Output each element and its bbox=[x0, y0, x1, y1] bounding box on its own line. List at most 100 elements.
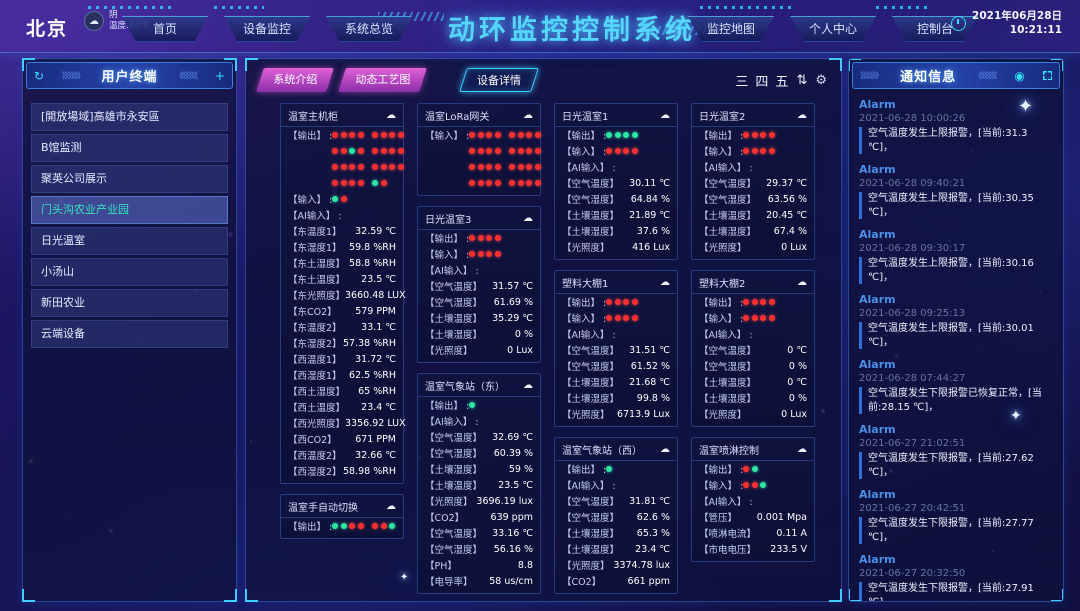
alarm-item: Alarm 2021-06-28 10:00:26 空气温度发生上限报警，[当前:3… bbox=[859, 98, 1053, 154]
status-dot bbox=[397, 164, 404, 170]
status-dot bbox=[751, 148, 758, 154]
sidebar-item[interactable]: 小汤山 bbox=[31, 258, 228, 286]
sidebar-item[interactable]: 聚英公司展示 bbox=[31, 165, 228, 193]
device-card[interactable]: 温室气象站（西） ☁ 【输出】 : 【AI输入】 : 【空气温度】 31.81 ℃ 【空气湿… bbox=[554, 437, 678, 594]
status-dot bbox=[332, 132, 338, 138]
sensor-label: 【光照度】 bbox=[562, 410, 610, 421]
cloud-icon: ☁ bbox=[660, 443, 670, 455]
device-card[interactable]: 塑料大棚1 ☁ 【输出】 : 【输入】 : 【AI输入】 : 【空气温度】 31.51 ℃ 【… bbox=[554, 270, 678, 427]
sidebar-item[interactable]: B馆监测 bbox=[31, 134, 228, 162]
sidebar-item[interactable]: 云端设备 bbox=[31, 320, 228, 348]
alarm-level: Alarm bbox=[859, 488, 896, 501]
status-dot bbox=[614, 299, 621, 305]
alarm-level: Alarm bbox=[859, 98, 896, 111]
status-dots bbox=[743, 466, 760, 472]
card-header: 温室喷淋控制 ☁ bbox=[692, 438, 814, 461]
card-row: 【空气湿度】 63.56 % bbox=[692, 191, 814, 207]
alarm-time: 2021-06-28 07:44:27 bbox=[859, 373, 966, 384]
section-label: 【AI输入】 : bbox=[562, 481, 616, 492]
card-row: 【输入】 : bbox=[692, 143, 814, 159]
card-row: 【西土湿度】 65 %RH bbox=[281, 383, 403, 399]
status-dot bbox=[486, 164, 492, 170]
card-title: 塑料大棚1 bbox=[562, 278, 609, 290]
expand-icon[interactable] bbox=[1043, 71, 1052, 80]
sidebar-item[interactable]: 新田农业 bbox=[31, 289, 228, 317]
add-terminal-icon[interactable]: + bbox=[214, 68, 225, 83]
card-row: 【AI输入】 : bbox=[555, 159, 677, 175]
sensor-label: 【市电电压】 bbox=[699, 545, 757, 556]
alarm-message: 空气温度发生上限报警，[当前:30.35 ℃]， bbox=[859, 192, 1053, 219]
card-title: 日光温室3 bbox=[425, 214, 472, 226]
device-detail-panel: 系统介绍 动态工艺图 设备详情 三四五 ⇅ ⚙ 温室主机柜 ☁ 【输出】 : 【输入】 :… bbox=[245, 58, 842, 602]
sensor-label: 【空气温度】 bbox=[562, 179, 620, 190]
status-dot bbox=[768, 299, 775, 305]
device-card[interactable]: 日光温室1 ☁ 【输出】 : 【输入】 : 【AI输入】 : 【空气温度】 30.11 ℃ 【… bbox=[554, 103, 678, 260]
gear-icon[interactable]: ⚙ bbox=[815, 72, 827, 88]
status-dot bbox=[494, 132, 501, 138]
sensor-value: 23.5 ℃ bbox=[498, 479, 533, 491]
nav-tab[interactable]: 个人中心 bbox=[790, 16, 876, 42]
status-dot bbox=[469, 164, 475, 170]
section-label: 【AI输入】 : bbox=[562, 330, 616, 341]
io-label: 【输入】 : bbox=[699, 314, 744, 325]
device-card[interactable]: 日光温室2 ☁ 【输出】 : 【输入】 : 【AI输入】 : 【空气温度】 29.37 ℃ 【… bbox=[691, 103, 815, 260]
card-row: 【空气温度】 31.81 ℃ bbox=[555, 493, 677, 509]
alarm-time: 2021-06-27 20:42:51 bbox=[859, 503, 966, 514]
card-row: 【东光照度】 3660.48 LUX bbox=[281, 287, 406, 303]
device-card[interactable]: 温室手自动切换 ☁ 【输出】 : bbox=[280, 494, 404, 539]
device-card[interactable]: 温室主机柜 ☁ 【输出】 : 【输入】 : 【AI输入】 : 【东温度1】 32.59 ℃ 【… bbox=[280, 103, 406, 484]
device-card[interactable]: 温室LoRa网关 ☁ 【输入】 : bbox=[417, 103, 541, 196]
main-tab[interactable]: 设备详情 bbox=[459, 68, 539, 92]
card-row: 【输出】 : bbox=[555, 461, 677, 477]
refresh-icon[interactable]: ↻ bbox=[34, 68, 45, 83]
status-dot bbox=[517, 164, 524, 170]
status-dot bbox=[332, 523, 338, 529]
sensor-value: 6713.9 Lux bbox=[616, 408, 670, 420]
terminal-list: [開放場域]高雄市永安區 B馆监测聚英公司展示 门头沟农业产业园 日光温室小汤山新田农… bbox=[31, 103, 228, 348]
status-dot bbox=[469, 235, 475, 241]
device-card[interactable]: 温室喷淋控制 ☁ 【输出】 : 【输入】 : 【AI输入】 : 【管压】 0.001 Mpa… bbox=[691, 437, 815, 562]
card-row: 【PH】 8.8 bbox=[418, 557, 540, 573]
nav-tab[interactable]: 首页 bbox=[122, 16, 208, 42]
nav-tab[interactable]: 监控地图 bbox=[688, 16, 774, 42]
status-dot bbox=[349, 132, 355, 138]
record-icon[interactable]: ◉ bbox=[1014, 68, 1025, 83]
card-row: 【东CO2】 579 PPM bbox=[281, 303, 403, 319]
card-row: 【输入】 : bbox=[555, 310, 677, 326]
status-dot bbox=[623, 148, 629, 154]
sort-icon[interactable]: ⇅ bbox=[796, 72, 808, 88]
status-dot bbox=[743, 299, 749, 305]
nav-tab[interactable]: 系统总览 bbox=[326, 16, 412, 42]
status-dot bbox=[743, 315, 749, 321]
device-card[interactable]: 日光温室3 ☁ 【输出】 : 【输入】 : 【AI输入】 : 【空气温度】 31.57 ℃ 【… bbox=[417, 206, 541, 363]
column-layout-icon[interactable]: 四 bbox=[755, 74, 769, 90]
status-dots bbox=[469, 148, 543, 154]
status-dot bbox=[526, 132, 532, 138]
device-card[interactable]: 塑料大棚2 ☁ 【输出】 : 【输入】 : 【AI输入】 : 【空气温度】 0 ℃ 【空气湿度… bbox=[691, 270, 815, 427]
status-dot bbox=[372, 164, 378, 170]
main-tab[interactable]: 系统介绍 bbox=[256, 68, 334, 92]
card-row: 【输出】 : bbox=[555, 127, 677, 143]
sensor-value: 57.38 %RH bbox=[343, 337, 396, 349]
sidebar-item[interactable]: 门头沟农业产业园 bbox=[31, 196, 228, 224]
status-dot bbox=[340, 148, 347, 154]
card-row: 【土壤湿度】 65.3 % bbox=[555, 525, 677, 541]
sensor-value: 60.39 % bbox=[493, 447, 533, 459]
nav-tab[interactable]: 设备监控 bbox=[224, 16, 310, 42]
card-row: 【空气湿度】 61.52 % bbox=[555, 358, 677, 374]
column-layout-icon[interactable]: 三 bbox=[735, 74, 749, 90]
status-dot bbox=[743, 148, 749, 154]
alarm-level: Alarm bbox=[859, 423, 896, 436]
sensor-label: 【空气湿度】 bbox=[425, 545, 483, 556]
sensor-value: 661 ppm bbox=[627, 575, 670, 587]
card-row: 【AI输入】 : bbox=[555, 326, 677, 342]
sensor-label: 【土壤湿度】 bbox=[562, 529, 620, 540]
sidebar-item[interactable]: 日光温室 bbox=[31, 227, 228, 255]
sensor-value: 21.68 ℃ bbox=[629, 376, 670, 388]
device-card[interactable]: 温室气象站（东） ☁ 【输出】 : 【AI输入】 : 【空气温度】 32.69 ℃ 【空气湿… bbox=[417, 373, 541, 594]
column-layout-icon[interactable]: 五 bbox=[775, 74, 789, 90]
main-tab[interactable]: 动态工艺图 bbox=[338, 68, 427, 92]
sidebar-item[interactable]: [開放場域]高雄市永安區 bbox=[31, 103, 228, 131]
status-dot bbox=[380, 164, 387, 170]
status-dot bbox=[526, 164, 532, 170]
